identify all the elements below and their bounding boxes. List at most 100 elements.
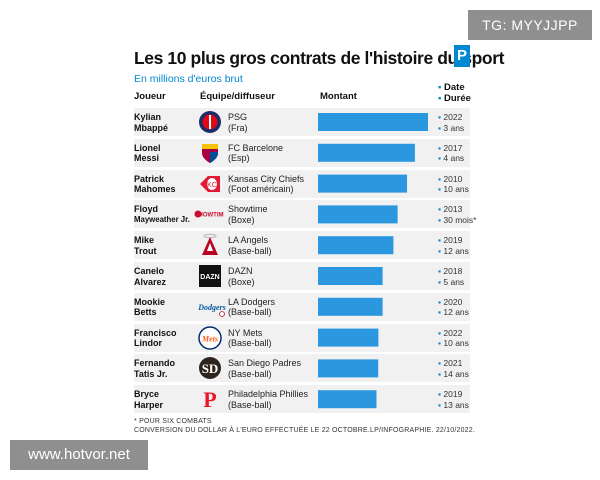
team-category: (Boxe) bbox=[228, 214, 255, 225]
contract-duration: 12 ans bbox=[443, 245, 469, 256]
date-duration: ▪ 2019 ▪ 13 ans bbox=[438, 389, 469, 410]
player-last-name: Mahomes bbox=[134, 184, 176, 195]
chart-title: Les 10 plus gros contrats de l'histoire … bbox=[134, 48, 505, 68]
date-duration: ▪ 2018 ▪ 5 ans bbox=[438, 266, 465, 287]
player-first-name: Patrick bbox=[134, 173, 165, 184]
contract-duration: 30 mois* bbox=[443, 214, 477, 225]
player-last-name: Harper bbox=[134, 399, 164, 410]
player-last-name: Mbappé bbox=[134, 122, 169, 133]
player-name: Fernando Tatis Jr. bbox=[134, 358, 175, 379]
footnote-combats: * POUR SIX COMBATS bbox=[134, 418, 212, 425]
fc-barcelone-logo-icon bbox=[198, 141, 222, 165]
svg-text:Dodgers: Dodgers bbox=[198, 303, 226, 312]
player-name: Francisco Lindor bbox=[134, 328, 177, 349]
header-date: Date bbox=[444, 82, 465, 93]
team-name: FC Barcelone (Esp) bbox=[228, 143, 283, 164]
bar-value-label: 630 bbox=[402, 115, 424, 130]
contract-duration: 10 ans bbox=[443, 184, 469, 195]
player-first-name: Francisco bbox=[134, 327, 177, 338]
player-name: Mookie Betts bbox=[134, 297, 165, 318]
contract-date: 2018 bbox=[443, 266, 463, 276]
san-diego-padres-logo-icon: SD bbox=[198, 356, 222, 380]
team-label: LA Angels bbox=[228, 235, 269, 246]
table-row bbox=[134, 231, 470, 260]
table-row bbox=[134, 169, 470, 198]
header-amount: Montant bbox=[320, 91, 357, 102]
team-name: NY Mets (Base-ball) bbox=[228, 328, 272, 349]
svg-text:KC: KC bbox=[207, 182, 217, 189]
kansas-city-chiefs-logo-icon: KC bbox=[198, 172, 222, 196]
player-name: Mike Trout bbox=[134, 235, 157, 256]
contract-date: 2022 bbox=[443, 112, 463, 122]
svg-text:SD: SD bbox=[202, 361, 219, 376]
team-name: San Diego Padres (Base-ball) bbox=[228, 358, 301, 379]
player-name: Kylian Mbappé bbox=[134, 112, 168, 133]
ny-mets-logo-icon: Mets bbox=[198, 325, 222, 350]
contract-date: 2019 bbox=[443, 389, 463, 400]
team-label: Showtime bbox=[228, 204, 268, 215]
date-duration: ▪ 2021 ▪ 14 ans bbox=[438, 358, 469, 379]
table-row bbox=[134, 292, 470, 321]
team-label: DAZN bbox=[228, 266, 253, 276]
player-first-name: Bryce bbox=[134, 389, 160, 400]
header-player: Joueur bbox=[134, 91, 166, 102]
date-duration: ▪ 2022 ▪ 10 ans bbox=[438, 327, 469, 349]
team-category: (Boxe) bbox=[228, 276, 255, 287]
date-duration: ▪ 2013 ▪ 30 mois* bbox=[438, 204, 477, 225]
bar-value-label: 346 bbox=[352, 330, 375, 346]
contract-date: 2021 bbox=[443, 358, 463, 369]
contract-duration: 4 ans bbox=[443, 153, 465, 164]
contract-duration: 3 ans bbox=[443, 122, 465, 133]
team-label: LA Dodgers bbox=[228, 296, 276, 307]
player-first-name: Floyd bbox=[134, 204, 158, 215]
player-last-name: Mayweather Jr. bbox=[134, 214, 190, 224]
player-last-name: Alvarez bbox=[134, 276, 167, 287]
table-row bbox=[134, 323, 470, 352]
bar-value-label: 370 bbox=[356, 269, 379, 284]
philadelphia-phillies-logo-icon: P bbox=[198, 387, 222, 412]
psg-logo-icon bbox=[198, 110, 222, 134]
team-category: (Base-ball) bbox=[228, 368, 272, 379]
dazn-logo-icon: DAZN bbox=[198, 264, 222, 288]
table-row bbox=[134, 200, 470, 229]
contract-duration: 13 ans bbox=[443, 399, 469, 410]
table-row bbox=[134, 354, 470, 383]
player-last-name: Betts bbox=[134, 307, 157, 318]
contract-duration: 5 ans bbox=[443, 276, 465, 287]
contract-date: 2010 bbox=[443, 173, 463, 184]
date-duration: ▪ 2022 ▪ 3 ans bbox=[438, 112, 465, 133]
watermark-bottom: www.hotvor.net bbox=[10, 440, 148, 470]
player-name: Floyd Mayweather Jr. bbox=[134, 204, 190, 225]
date-duration: ▪ 2019 ▪ 12 ans bbox=[438, 235, 469, 256]
team-name: Philadelphia Phillies (Base-ball) bbox=[228, 389, 308, 410]
team-label: PSG bbox=[228, 112, 248, 122]
player-name: Bryce Harper bbox=[134, 389, 163, 410]
player-first-name: Canelo bbox=[134, 266, 165, 276]
player-first-name: Kylian bbox=[134, 112, 162, 122]
date-duration: ▪ 2017 ▪ 4 ans bbox=[438, 142, 465, 164]
player-last-name: Lindor bbox=[134, 338, 162, 349]
team-category: (Foot américain) bbox=[228, 184, 294, 195]
team-label: NY Mets bbox=[228, 327, 263, 338]
bar-value-label: 510 bbox=[381, 176, 404, 192]
team-label: FC Barcelone bbox=[228, 142, 284, 153]
team-category: (Fra) bbox=[228, 122, 248, 133]
team-name: Kansas City Chiefs (Foot américain) bbox=[228, 174, 304, 195]
team-category: (Base-ball) bbox=[228, 399, 272, 410]
player-last-name: Tatis Jr. bbox=[134, 368, 168, 379]
team-category: (Esp) bbox=[228, 153, 250, 164]
date-duration: ▪ 2010 ▪ 10 ans bbox=[438, 173, 469, 195]
bar-value-label: 456 bbox=[371, 207, 394, 223]
contract-date: 2022 bbox=[443, 327, 463, 338]
bar-value-label: 335 bbox=[350, 392, 373, 408]
showtime-logo-icon: SHOWTIME bbox=[194, 202, 228, 226]
team-label: Philadelphia Phillies bbox=[228, 389, 309, 400]
header-duration: Durée bbox=[444, 93, 471, 104]
svg-text:DAZN: DAZN bbox=[200, 274, 219, 281]
contract-date: 2017 bbox=[443, 142, 463, 153]
bar-value-label: 345 bbox=[352, 361, 375, 377]
footnote-credit: LP/INFOGRAPHIE. 22/10/2022. bbox=[370, 427, 476, 434]
team-label: San Diego Padres bbox=[228, 358, 302, 369]
contract-duration: 12 ans bbox=[443, 307, 469, 318]
contract-date: 2020 bbox=[443, 296, 463, 307]
